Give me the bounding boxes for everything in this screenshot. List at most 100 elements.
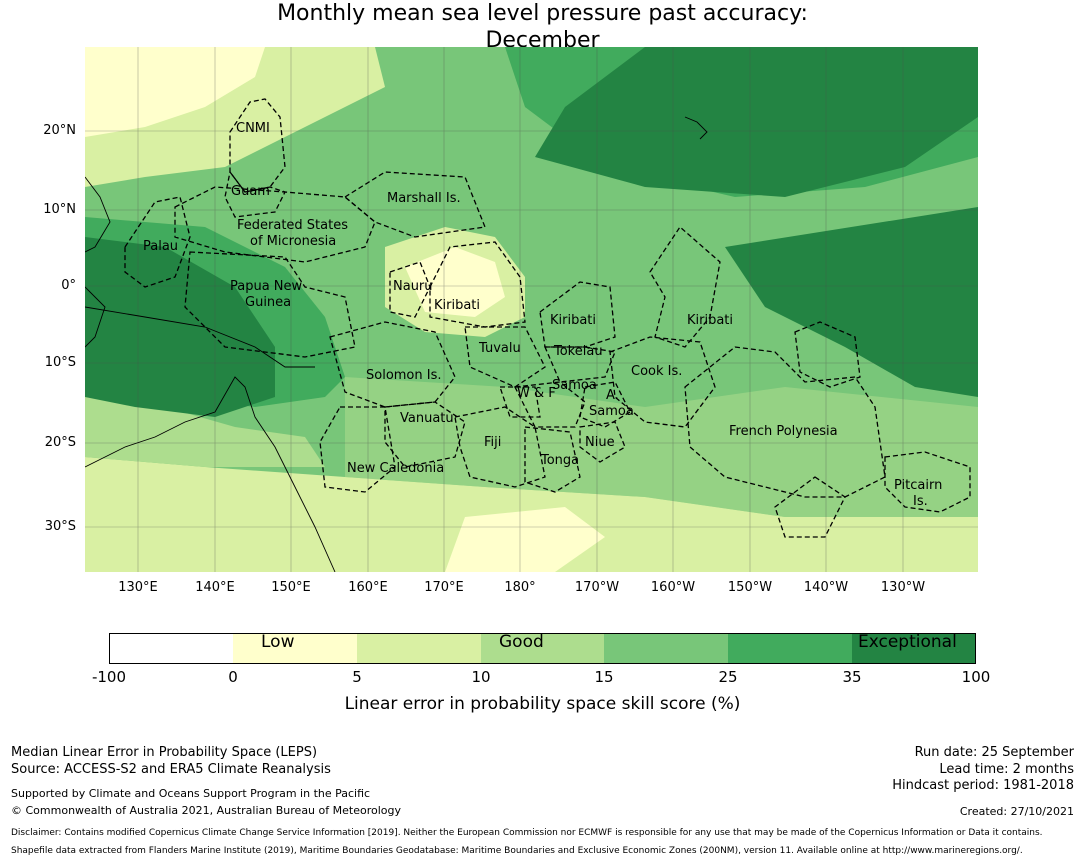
colorbar-segment (232, 633, 357, 664)
coast-hawaii (684, 116, 708, 140)
eez-solomon (329, 321, 456, 408)
eez-niue (579, 421, 626, 463)
region-label-fsm-1: Federated States (237, 218, 348, 233)
lat-label-0: 0° (61, 278, 76, 293)
coast-philippines (85, 176, 111, 253)
lon-label-150w: 150°W (727, 580, 773, 595)
eez-marquesas (774, 476, 846, 538)
eez-french-polynesia (684, 346, 886, 498)
eez-vanuatu (384, 401, 466, 468)
eez-new-caledonia (319, 406, 396, 493)
exceptional-region-north (535, 47, 978, 197)
lon-label-130e: 130°E (118, 580, 158, 595)
colorbar-segment (109, 633, 233, 664)
lon-label-140e: 140°E (195, 580, 235, 595)
light-band-south (345, 377, 978, 517)
region-label-pitcairn-1: Pitcairn (894, 478, 943, 493)
eez-tuvalu (464, 326, 546, 388)
colorbar-tick-0: 0 (228, 668, 238, 686)
lat-label-20s: 20°S (44, 435, 76, 450)
region-label-kiribati-west: Kiribati (434, 298, 481, 313)
region-label-new-caledonia: New Caledonia (347, 461, 445, 476)
category-label-low: Low (261, 632, 295, 652)
footer-source: Source: ACCESS-S2 and ERA5 Climate Reana… (11, 762, 331, 777)
region-label-tonga: Tonga (541, 453, 580, 468)
colorbar-segment (356, 633, 481, 664)
eez-american-samoa (579, 381, 631, 428)
colorbar-tick-5: 5 (352, 668, 362, 686)
region-label-fsm-2: of Micronesia (250, 234, 337, 249)
region-label-pitcairn-2: Is. (913, 494, 928, 509)
eez-palau (124, 196, 191, 288)
coast-australia (85, 376, 336, 572)
region-label-palau: Palau (143, 239, 179, 254)
lat-label-30s: 30°S (44, 519, 76, 534)
region-label-niue: Niue (585, 435, 615, 450)
eez-nauru (389, 261, 431, 318)
region-label-tokelau: Tokelau (554, 344, 603, 359)
colorbar-segment (852, 633, 976, 664)
eez-png (184, 251, 356, 358)
footer-lead-time: Lead time: 2 months (939, 762, 1074, 777)
lon-label-150e: 150°E (271, 580, 311, 595)
lon-label-130w: 130°W (880, 580, 926, 595)
region-label-nauru: Nauru (393, 279, 433, 294)
lightest-region-north (85, 47, 265, 137)
colorbar-tick-15: 15 (594, 668, 614, 686)
footer-disclaimer: Disclaimer: Contains modified Copernicus… (11, 828, 1043, 838)
colorbar-tick-35: 35 (842, 668, 862, 686)
skill-map (85, 47, 978, 572)
colorbar-segment (480, 633, 605, 664)
footer-run-date: Run date: 25 September (914, 745, 1074, 760)
colorbar-tick-25: 25 (718, 668, 738, 686)
title-line-1: Monthly mean sea level pressure past acc… (277, 1, 808, 26)
region-label-tuvalu: Tuvalu (479, 341, 521, 356)
footer-leps: Median Linear Error in Probability Space… (11, 745, 318, 760)
region-label-french-polynesia: French Polynesia (729, 424, 838, 439)
lon-label-160e: 160°E (348, 580, 388, 595)
eez-kiribati-west (429, 241, 526, 328)
region-label-american-samoa-1: A. (606, 388, 619, 403)
lat-label-10n: 10°N (43, 202, 76, 217)
footer-supported: Supported by Climate and Oceans Support … (11, 787, 371, 800)
category-label-good: Good (499, 632, 544, 652)
colorbar (109, 633, 976, 664)
region-label-american-samoa-2: Samoa (589, 404, 634, 419)
colorbar-segment (728, 633, 853, 664)
region-label-marshall: Marshall Is. (387, 191, 461, 206)
footer-shapefile: Shapefile data extracted from Flanders M… (11, 846, 1023, 856)
eez-fsm (174, 186, 376, 263)
colorbar-segment (604, 633, 729, 664)
region-label-fiji: Fiji (484, 435, 502, 450)
region-label-samoa: Samoa (552, 378, 597, 393)
footer-created: Created: 27/10/2021 (959, 805, 1074, 818)
lon-label-160w: 160°W (650, 580, 696, 595)
eez-guam (224, 170, 286, 218)
eez-pitcairn (884, 451, 971, 513)
region-label-png-1: Papua New (230, 279, 303, 294)
category-label-exceptional: Exceptional (858, 632, 957, 652)
region-label-kiribati-central: Kiribati (550, 313, 597, 328)
footer-copyright: © Commonwealth of Australia 2021, Austra… (11, 804, 401, 817)
lat-label-20n: 20°N (43, 123, 76, 138)
eez-fiji (454, 406, 546, 488)
eez-boundaries (124, 98, 971, 538)
eez-cook (609, 336, 716, 428)
lon-label-180: 180° (504, 580, 536, 595)
coastlines (85, 116, 708, 572)
eez-line-islands (794, 321, 861, 388)
region-label-vanuatu: Vanuatu (400, 411, 454, 426)
lon-label-170w: 170°W (574, 580, 620, 595)
eez-wallis-futuna (499, 386, 541, 418)
region-label-cook: Cook Is. (631, 364, 683, 379)
colorbar-tick-m100: -100 (91, 668, 127, 686)
region-label-kiribati-east: Kiribati (687, 313, 734, 328)
exceptional-region-png (85, 237, 275, 417)
region-label-wallis-futuna: W & F (517, 386, 556, 401)
region-label-solomon: Solomon Is. (366, 368, 442, 383)
coast-png (85, 306, 315, 368)
colorbar-tick-10: 10 (471, 668, 491, 686)
chart-title: Monthly mean sea level pressure past acc… (0, 0, 1085, 54)
lon-label-140w: 140°W (803, 580, 849, 595)
lon-label-170e: 170°E (424, 580, 464, 595)
